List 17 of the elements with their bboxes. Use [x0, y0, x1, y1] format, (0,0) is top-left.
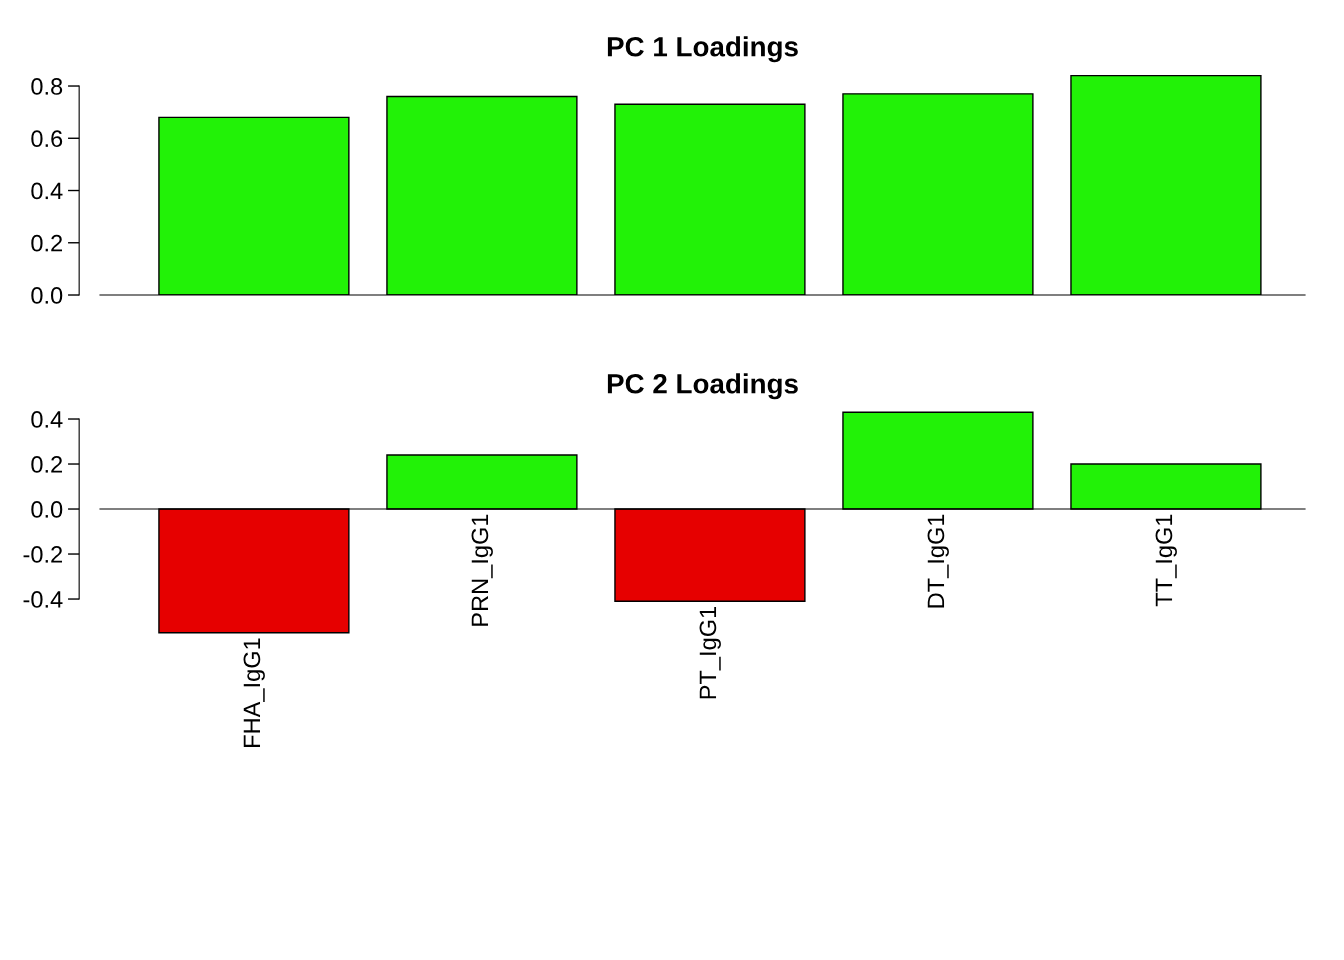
y-tick-label: 0.0	[31, 287, 63, 304]
y-tick-label: 0.2	[31, 456, 63, 473]
y-tick-label: 0.8	[31, 78, 63, 95]
x-tick-label: TT_IgG1	[1155, 514, 1177, 607]
y-tick-label: 0.6	[31, 130, 63, 148]
y-tick-label: 0.2	[31, 234, 63, 252]
x-tick-label: FHA_IgG1	[243, 638, 265, 747]
y-tick-label: -0.4	[23, 591, 63, 608]
y-tick-label: 0.4	[31, 182, 63, 200]
y-tick-label: -0.2	[23, 546, 63, 563]
chart-title: PC 2 Loadings	[607, 373, 798, 400]
x-tick-label: PT_IgG1	[699, 606, 721, 699]
y-tick-label: 0.0	[31, 501, 63, 518]
chart-title: PC 1 Loadings	[607, 36, 798, 63]
y-tick-label: 0.4	[31, 411, 63, 428]
x-tick-label: PRN_IgG1	[471, 514, 493, 626]
x-tick-label: DT_IgG1	[927, 514, 949, 608]
